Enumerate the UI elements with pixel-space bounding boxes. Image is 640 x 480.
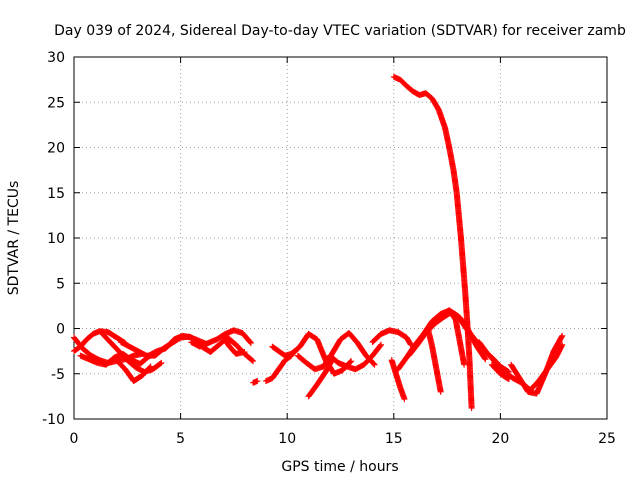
data-point (157, 360, 164, 367)
data-point (559, 341, 566, 348)
y-tick-labels: -10 -5 0 5 10 15 20 25 30 (42, 50, 65, 428)
data-point (247, 339, 254, 346)
data-point (348, 358, 355, 365)
y-tick-label: 0 (56, 322, 65, 338)
series-track-05 (113, 357, 154, 384)
y-tick-label: 15 (47, 186, 65, 202)
data-point (559, 332, 566, 339)
data-point (246, 338, 253, 345)
data-point (347, 358, 354, 365)
data-point (147, 364, 154, 371)
data-point (247, 339, 254, 346)
x-tick-label: 15 (385, 431, 403, 447)
data-point (146, 364, 153, 371)
series-track-14 (288, 330, 355, 377)
data-point (371, 361, 378, 368)
series-track-26 (508, 332, 566, 397)
y-tick-label: 30 (47, 50, 65, 66)
axis-ticks (73, 56, 608, 420)
y-tick-label: 20 (47, 141, 65, 157)
x-tick-label: 20 (491, 431, 509, 447)
data-point (378, 341, 385, 348)
data-point (158, 359, 165, 366)
data-point (370, 361, 377, 368)
series-track-18 (369, 327, 414, 348)
series-track-23 (390, 73, 475, 412)
data-point (481, 355, 488, 362)
series-track-15 (294, 330, 378, 373)
x-tick-label: 5 (176, 431, 185, 447)
x-axis-label: GPS time / hours (281, 459, 398, 475)
y-axis-label: SDTVAR / TECUs (6, 181, 22, 296)
series-track-12 (262, 352, 295, 384)
series-track-24 (446, 307, 468, 368)
data-point (377, 342, 384, 349)
data-point (437, 388, 444, 395)
data-point (249, 357, 256, 364)
series-track-17 (326, 341, 385, 373)
y-tick-label: 10 (47, 231, 65, 247)
x-tick-labels: 0 5 10 15 20 25 (70, 431, 616, 447)
series-track-19 (388, 357, 408, 403)
series-track-11 (250, 377, 261, 386)
series-track-21 (405, 309, 489, 363)
series-track-22 (424, 325, 444, 395)
data-point (461, 361, 468, 368)
data-point (241, 349, 248, 356)
x-tick-label: 25 (598, 431, 616, 447)
data-point (482, 356, 489, 363)
data-point (248, 356, 255, 363)
data-points (71, 73, 566, 412)
data-point (250, 358, 257, 365)
chart-title: Day 039 of 2024, Sidereal Day-to-day VTE… (54, 23, 626, 39)
x-tick-label: 10 (278, 431, 296, 447)
y-tick-label: 25 (47, 95, 65, 111)
x-tick-label: 0 (70, 431, 79, 447)
data-point (147, 363, 154, 370)
data-point (401, 396, 408, 403)
series-track-10 (220, 334, 248, 357)
data-point (370, 360, 377, 367)
series-track-27 (488, 361, 512, 383)
data-point (254, 377, 261, 384)
y-tick-label: 5 (56, 276, 65, 292)
data-point (505, 376, 512, 383)
y-tick-label: -10 (42, 412, 65, 428)
y-tick-label: -5 (51, 367, 65, 383)
data-point (468, 405, 475, 412)
